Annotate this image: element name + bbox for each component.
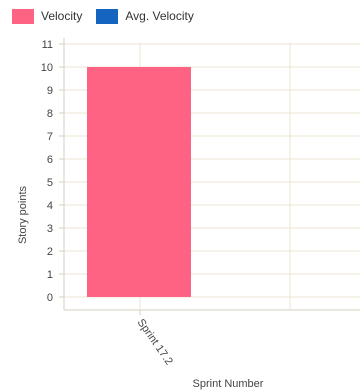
y-tick-label-2: 2 xyxy=(47,246,53,258)
chart-legend: Velocity Avg. Velocity xyxy=(12,6,208,26)
legend-item-velocity[interactable]: Velocity xyxy=(12,8,83,24)
y-tick-labels: 0 1 2 3 4 5 6 7 8 9 10 11 xyxy=(41,39,53,304)
x-axis-title: Sprint Number xyxy=(193,378,264,390)
y-tick-label-8: 8 xyxy=(47,108,53,120)
legend-swatch-velocity xyxy=(12,8,34,24)
y-tick-label-3: 3 xyxy=(47,223,53,235)
y-tick-label-0: 0 xyxy=(47,292,53,304)
y-tick-label-6: 6 xyxy=(47,154,53,166)
legend-label-velocity: Velocity xyxy=(41,9,83,23)
y-tick-label-7: 7 xyxy=(47,131,53,143)
x-tick-label-0: Sprint 17.2 xyxy=(135,317,175,367)
legend-label-avg-velocity: Avg. Velocity xyxy=(125,9,194,23)
legend-item-avg-velocity[interactable]: Avg. Velocity xyxy=(96,8,194,24)
y-tick-label-5: 5 xyxy=(47,177,53,189)
y-tick-label-4: 4 xyxy=(47,200,53,212)
bars xyxy=(87,67,191,297)
axes xyxy=(63,38,360,315)
y-tick-label-10: 10 xyxy=(41,62,53,74)
y-tick-label-9: 9 xyxy=(47,85,53,97)
x-tick-labels: Sprint 17.2 xyxy=(135,317,175,367)
y-tick-label-11: 11 xyxy=(42,39,53,51)
legend-swatch-avg-velocity xyxy=(96,8,119,24)
bar-velocity-0 xyxy=(87,67,191,297)
y-axis-title: Story points xyxy=(17,185,29,244)
y-tick-label-1: 1 xyxy=(47,269,53,281)
